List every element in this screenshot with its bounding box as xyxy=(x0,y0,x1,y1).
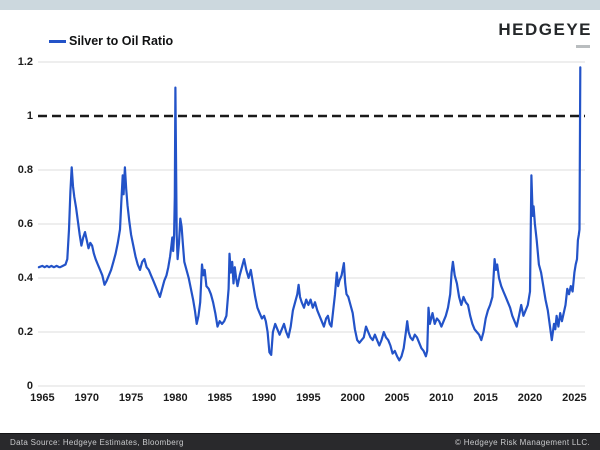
x-tick-label: 2020 xyxy=(517,392,543,404)
legend-label: Silver to Oil Ratio xyxy=(69,34,174,48)
x-tick-label: 1980 xyxy=(163,392,188,404)
x-tick-label: 2000 xyxy=(340,392,365,404)
chart-legend: Silver to Oil Ratio xyxy=(49,34,173,48)
x-tick-label: 1965 xyxy=(30,392,55,404)
y-tick-label: 1 xyxy=(26,110,33,122)
x-tick-label: 1975 xyxy=(118,392,144,404)
hedgeye-logo: HEDGEYE xyxy=(498,20,592,39)
footer-copyright: © Hedgeye Risk Management LLC. xyxy=(455,437,590,447)
y-tick-label: 0.4 xyxy=(17,272,33,284)
x-tick-label: 2025 xyxy=(562,392,587,404)
footer-data-source: Data Source: Hedgeye Estimates, Bloomber… xyxy=(10,437,184,447)
x-tick-label: 1985 xyxy=(207,392,232,404)
x-tick-label: 2015 xyxy=(473,392,498,404)
x-tick-label: 2010 xyxy=(429,392,454,404)
y-tick-label: 0 xyxy=(26,380,33,392)
y-tick-label: 0.8 xyxy=(17,164,33,176)
x-tick-label: 1970 xyxy=(74,392,99,404)
footer-bar: Data Source: Hedgeye Estimates, Bloomber… xyxy=(0,433,600,450)
top-accent-strip xyxy=(0,0,600,10)
x-tick-label: 1995 xyxy=(296,392,321,404)
x-tick-label: 2005 xyxy=(384,392,410,404)
y-tick-label: 0.6 xyxy=(17,218,33,230)
legend-line-sample-icon xyxy=(49,39,66,43)
y-tick-label: 0.2 xyxy=(17,326,33,338)
y-tick-label: 1.2 xyxy=(17,56,33,68)
x-tick-label: 1990 xyxy=(251,392,277,404)
hedgeye-logo-dash xyxy=(576,45,590,48)
